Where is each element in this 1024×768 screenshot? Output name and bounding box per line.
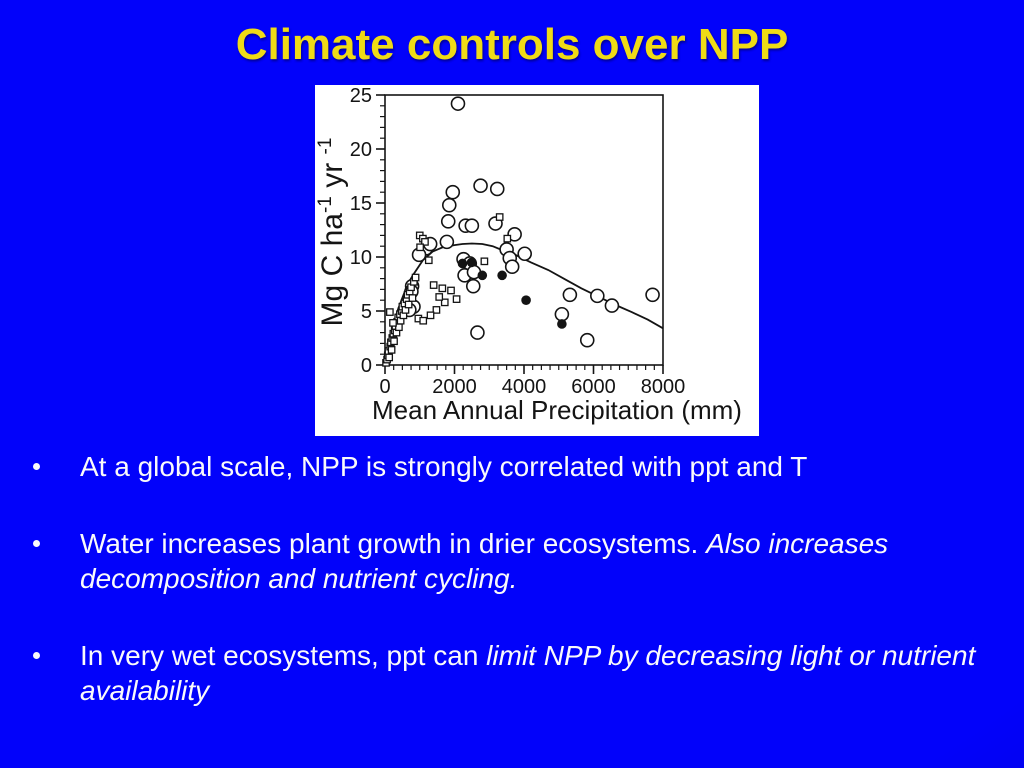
- y-tick-label: 10: [350, 247, 372, 269]
- data-point-circle-open: [473, 178, 488, 194]
- data-point-square-open: [419, 316, 428, 325]
- data-point-circle-filled: [557, 319, 567, 329]
- data-point-circle-open: [590, 288, 605, 304]
- slide-title: Climate controls over NPP: [235, 20, 789, 69]
- y-tick-label: 5: [361, 301, 372, 323]
- data-point-square-open: [447, 286, 455, 295]
- data-point-circle-open: [517, 246, 532, 262]
- x-axis-label: Mean Annual Precipitation (mm): [372, 395, 742, 425]
- data-point-circle-open: [440, 214, 456, 229]
- y-tick-label: 15: [350, 193, 372, 215]
- data-point-square-open: [404, 300, 413, 309]
- data-point-circle-open: [554, 306, 570, 322]
- data-point-square-open: [429, 281, 438, 289]
- data-point-circle-open: [445, 184, 461, 200]
- data-point-circle-filled: [457, 258, 468, 269]
- data-point-square-open: [421, 238, 429, 246]
- data-point-square-open: [387, 346, 396, 354]
- bullet-list: At a global scale, NPP is strongly corre…: [24, 449, 998, 750]
- data-point-square-open: [424, 256, 433, 265]
- data-point-circle-open: [645, 287, 660, 303]
- data-point-square-open: [389, 319, 397, 327]
- data-point-circle-filled: [497, 270, 507, 281]
- y-tick-label: 0: [361, 355, 372, 377]
- data-point-circle-filled: [477, 270, 488, 281]
- bullet-item-3: In very wet ecosystems, ppt can limit NP…: [24, 638, 998, 708]
- data-point-circle-open: [562, 287, 578, 303]
- y-axis-label-superscript: -1: [315, 138, 336, 155]
- series-open-circles: [402, 96, 660, 348]
- data-point-square-open: [503, 234, 512, 243]
- data-point-circle-filled: [521, 295, 531, 305]
- bullet-dot: [33, 463, 40, 470]
- x-tick-label: 4000: [502, 376, 547, 398]
- data-point-square-open: [452, 295, 461, 303]
- data-point-circle-filled: [466, 257, 477, 268]
- data-point-circle-open: [450, 96, 466, 111]
- data-point-circle-open: [464, 218, 480, 233]
- bullet-segment: Water increases plant growth in drier ec…: [80, 528, 707, 559]
- bullet-segment-italic: limit NPP by decreasing light or nutrien…: [80, 640, 976, 706]
- data-point-square-open: [438, 284, 447, 293]
- bullet-segment: At a global scale, NPP is strongly corre…: [80, 451, 808, 482]
- y-axis-label: Mg C ha-1​ yr -1​: [315, 138, 349, 327]
- y-tick-label: 20: [350, 139, 372, 161]
- data-point-square-open: [440, 298, 449, 307]
- x-tick-label: 6000: [571, 376, 616, 398]
- data-point-circle-open: [465, 278, 481, 294]
- data-point-circle-open: [507, 227, 522, 242]
- x-tick-label: 8000: [641, 376, 686, 398]
- y-axis-label-text: Mg C ha: [316, 213, 349, 327]
- data-point-square-open: [432, 306, 441, 314]
- series-filled-circles: [457, 257, 567, 329]
- data-point-square-open: [435, 293, 444, 301]
- y-tick-label: 25: [350, 85, 372, 107]
- data-point-square-open: [411, 273, 420, 282]
- bullet-item-1: At a global scale, NPP is strongly corre…: [24, 449, 998, 484]
- bullet-dot: [33, 652, 40, 659]
- data-point-circle-open: [489, 181, 505, 197]
- bullet-text: At a global scale, NPP is strongly corre…: [80, 451, 807, 482]
- y-axis-label-text: yr: [316, 154, 349, 196]
- bullet-item-2: Water increases plant growth in drier ec…: [24, 526, 998, 596]
- data-point-circle-open: [579, 332, 595, 348]
- data-point-circle-open: [439, 234, 455, 250]
- data-point-square-open: [385, 353, 394, 362]
- data-point-square-open: [416, 243, 424, 252]
- data-point-square-open: [390, 337, 398, 346]
- data-point-circle-open: [441, 197, 457, 213]
- chart-panel: 0 2000 4000 6000 8000 0 5 10 15 20 25 Mean Annual P…: [315, 85, 759, 436]
- data-point-square-open: [426, 311, 435, 320]
- y-axis-label-superscript: -1: [315, 196, 336, 213]
- data-point-circle-open: [470, 325, 485, 340]
- x-tick-label: 0: [379, 376, 390, 398]
- bullet-dot: [33, 540, 40, 547]
- data-point-circle-open: [604, 298, 620, 313]
- scatter-plot: 0 2000 4000 6000 8000 0 5 10 15 20 25 Mean Annual P…: [315, 85, 742, 425]
- data-point-square-open: [408, 294, 417, 302]
- bullet-text: In very wet ecosystems, ppt can limit NP…: [80, 640, 975, 706]
- bullet-segment: In very wet ecosystems, ppt can: [80, 640, 487, 671]
- bullet-text: Water increases plant growth in drier ec…: [80, 528, 888, 594]
- x-tick-label: 2000: [432, 376, 477, 398]
- data-point-square-open: [495, 213, 504, 221]
- data-point-square-open: [480, 257, 489, 266]
- data-point-circle-open: [504, 259, 520, 275]
- data-point-square-open: [386, 308, 394, 316]
- series-open-squares: [382, 213, 512, 367]
- bullet-segment-italic: Also increases decomposition and nutrien…: [80, 528, 889, 594]
